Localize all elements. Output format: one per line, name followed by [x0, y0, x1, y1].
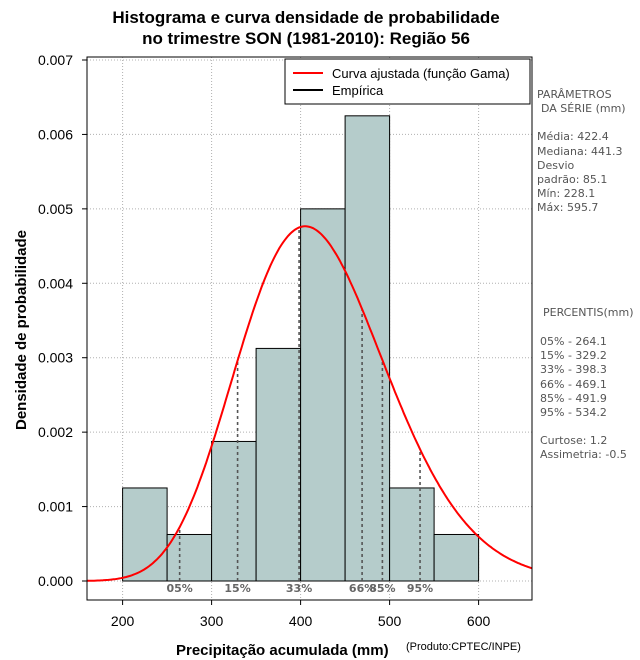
histogram-bar-6	[344, 115, 391, 582]
percentis-title: PERCENTIS(mm)	[543, 306, 634, 319]
y-tick-label-7: 0.007	[38, 52, 73, 68]
params-title-2: DA SÉRIE (mm)	[541, 102, 626, 116]
y-tick-label-2: 0.002	[38, 424, 73, 440]
y-tick-label-3: 0.003	[38, 350, 73, 366]
pct-66: 66% - 469.1	[540, 377, 607, 391]
pct-33: 33% - 398.3	[540, 363, 607, 377]
percentile-label-85: 85%	[369, 582, 395, 595]
y-axis-label: Densidade de probabilidade	[13, 230, 30, 430]
credit-text: (Produto:CPTEC/INPE)	[406, 641, 521, 653]
percentile-label-33: 33%	[286, 582, 312, 595]
percentile-label-95: 95%	[407, 582, 433, 595]
params-title-1: PARÂMETROS	[537, 88, 612, 101]
histogram-bar-5	[300, 208, 346, 582]
param-max: Máx: 595.7	[537, 201, 599, 215]
pct-95: 95% - 534.2	[540, 406, 607, 420]
percentile-label-15: 15%	[224, 582, 250, 595]
x-tick-label-0: 200	[111, 613, 135, 629]
histogram-bar-7	[389, 487, 435, 582]
param-desvio: padrão: 85.1	[537, 173, 608, 187]
histogram-bar-8	[433, 533, 480, 582]
histogram-bar-2	[166, 533, 213, 582]
param-min: Mín: 228.1	[537, 187, 596, 201]
percentis-panel: 05% - 264.1 15% - 329.2 33% - 398.3 66% …	[540, 335, 627, 463]
x-tick-label-4: 600	[467, 613, 491, 629]
x-tick-label-3: 500	[378, 613, 402, 629]
histogram-bar-4	[255, 347, 302, 582]
pct-15: 15% - 329.2	[540, 349, 607, 363]
y-tick-label-6: 0.006	[38, 126, 73, 142]
histogram-bar-3	[211, 440, 257, 582]
x-tick-label-2: 400	[289, 613, 313, 629]
gamma-fit-curve	[87, 225, 533, 582]
pct-05: 05% - 264.1	[540, 335, 607, 348]
y-tick-label-5: 0.005	[38, 201, 73, 217]
y-tick-label-1: 0.001	[38, 499, 73, 515]
params-panel: PARÂMETROS DA SÉRIE (mm) Média: 422.4 Me…	[537, 88, 626, 216]
y-tick-label-4: 0.004	[38, 275, 73, 291]
histogram-bar-1	[122, 487, 168, 582]
legend-label-2: Empírica	[332, 83, 384, 98]
percentile-label-05: 05%	[166, 582, 192, 595]
stat-assimetria: Assimetria: -0.5	[540, 448, 627, 462]
param-desvio-label: Desvio	[537, 158, 575, 172]
plot-frame	[86, 56, 533, 601]
param-media: Média: 422.4	[537, 130, 609, 144]
percentile-label-66: 66%	[349, 582, 375, 595]
y-tick-label-0: 0.000	[38, 573, 73, 589]
chart-title: Histograma e curva densidade de probabil…	[112, 8, 500, 27]
pct-85: 85% - 491.9	[540, 391, 607, 405]
x-axis-label: Precipitação acumulada (mm)	[176, 642, 389, 659]
stat-curtose: Curtose: 1.2	[540, 434, 608, 448]
chart-subtitle: no trimestre SON (1981-2010): Região 56	[142, 29, 470, 48]
param-mediana: Mediana: 441.3	[537, 144, 623, 158]
legend-label-1: Curva ajustada (função Gama)	[332, 66, 510, 81]
legend-box	[284, 58, 531, 105]
x-tick-label-1: 300	[200, 613, 224, 629]
